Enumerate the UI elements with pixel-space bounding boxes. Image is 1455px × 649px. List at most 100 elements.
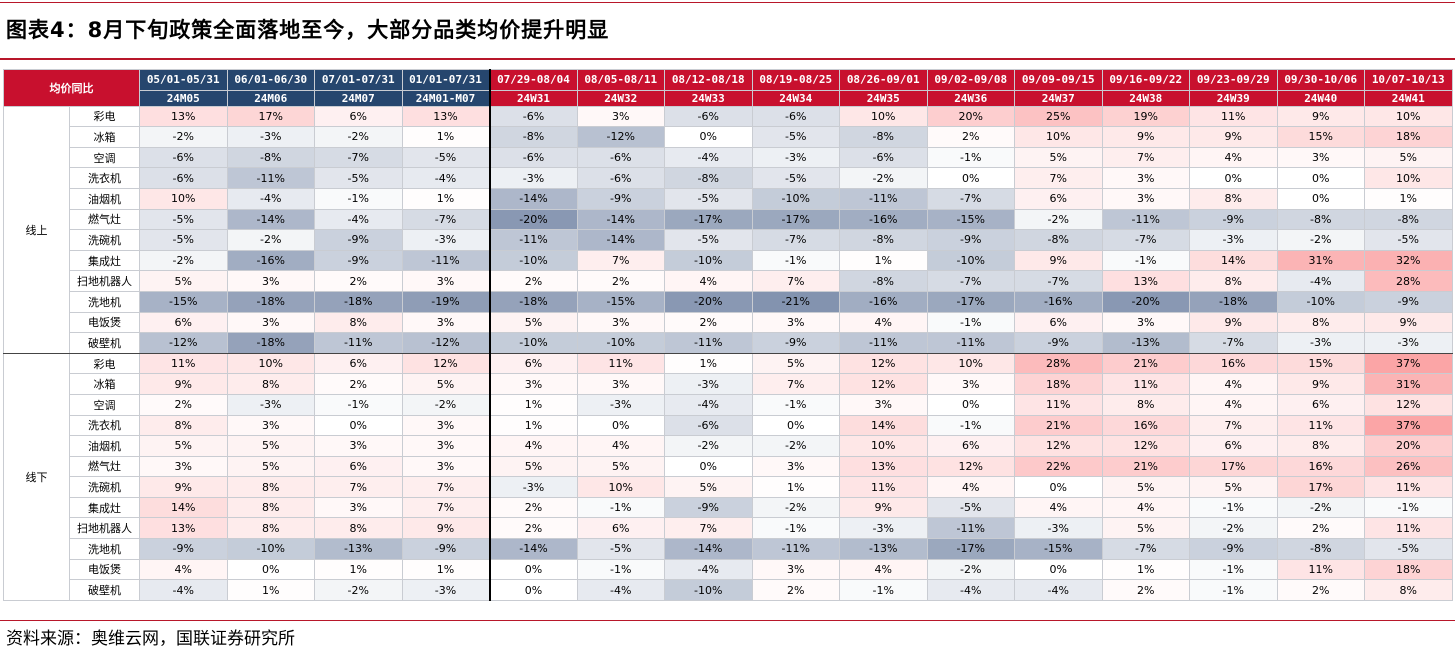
yoy-value-cell: -8% xyxy=(1276,208,1365,231)
yoy-value-cell: 0% xyxy=(489,579,578,601)
period-range-header: 10/07-10/13 xyxy=(1364,69,1453,91)
yoy-value-cell: -3% xyxy=(401,579,491,601)
source-note: 资料来源：奥维云网，国联证券研究所 xyxy=(6,629,295,649)
table-row: 扫地机器人 13% 8% 8% 9% 2% 6% 7% -1% -3% -11% -3% 5% -2% 2%… xyxy=(4,517,1453,540)
yoy-value-cell: 15% xyxy=(1276,126,1365,148)
table-row: 线下 彩电 11% 10% 6% 12% 6% 11% 1% 5% 12% 10% 28% 21% 16% 1… xyxy=(3,352,1453,601)
table-row: 洗碗机 -5% -2% -9% -3% -11% -14% -5% -7% -8% -9% -8% -7… xyxy=(4,229,1453,251)
yoy-value-cell: -3% xyxy=(751,146,840,169)
yoy-value-cell: -6% xyxy=(139,146,228,169)
yoy-value-cell: 18% xyxy=(1364,558,1453,581)
yoy-value-cell: 1% xyxy=(1101,558,1190,581)
category-label: 油烟机 xyxy=(69,187,140,210)
yoy-value-cell: 12% xyxy=(926,455,1015,478)
yoy-value-cell: 3% xyxy=(1101,311,1190,334)
yoy-value-cell: 37% xyxy=(1364,414,1453,437)
yoy-value-cell: -3% xyxy=(489,476,578,498)
yoy-value-cell: -11% xyxy=(401,249,491,272)
yoy-value-cell: 4% xyxy=(839,558,928,581)
yoy-value-cell: -12% xyxy=(576,126,665,148)
period-code-header: 24W36 xyxy=(926,89,1015,107)
yoy-value-cell: -7% xyxy=(401,208,491,231)
yoy-value-cell: 3% xyxy=(751,311,840,334)
yoy-value-cell: -9% xyxy=(926,229,1015,251)
yoy-value-cell: -18% xyxy=(226,290,315,313)
yoy-value-cell: 18% xyxy=(1014,373,1103,395)
yoy-value-cell: 6% xyxy=(926,435,1015,457)
yoy-value-cell: -2% xyxy=(926,558,1015,581)
channel-label: 线下 xyxy=(3,352,70,601)
table-row: 洗地机 -15% -18% -18% -19% -18% -15% -20% -21% -16% -… xyxy=(4,290,1453,313)
period-range-header: 09/02-09/08 xyxy=(926,69,1015,91)
yoy-value-cell: 2% xyxy=(926,126,1015,148)
yoy-value-cell: -8% xyxy=(226,146,315,169)
yoy-value-cell: 16% xyxy=(1189,352,1278,375)
yoy-value-cell: 0% xyxy=(1189,167,1278,189)
yoy-value-cell: 5% xyxy=(139,435,228,457)
yoy-value-cell: 2% xyxy=(314,373,403,395)
yoy-value-cell: -5% xyxy=(314,167,403,189)
yoy-value-cell: -3% xyxy=(226,126,315,148)
yoy-value-cell: -3% xyxy=(1014,517,1103,540)
yoy-value-cell: 3% xyxy=(576,373,665,395)
yoy-value-cell: 2% xyxy=(139,393,228,416)
yoy-value-cell: -9% xyxy=(1014,332,1103,354)
yoy-value-cell: 4% xyxy=(664,270,753,292)
yoy-value-cell: 3% xyxy=(926,373,1015,395)
yoy-value-cell: -10% xyxy=(226,538,315,560)
period-range-header: 01/01-07/31 xyxy=(401,69,491,91)
yoy-value-cell: 17% xyxy=(1189,455,1278,478)
yoy-value-cell: 17% xyxy=(226,105,315,128)
yoy-value-cell: 8% xyxy=(314,517,403,540)
yoy-value-cell: -11% xyxy=(1101,208,1190,231)
yoy-value-cell: 3% xyxy=(314,496,403,519)
category-label: 冰箱 xyxy=(69,373,140,395)
yoy-value-cell: -1% xyxy=(926,414,1015,437)
category-label: 燃气灶 xyxy=(69,455,140,478)
period-code-header: 24W32 xyxy=(576,89,665,107)
yoy-value-cell: 22% xyxy=(1014,455,1103,478)
period-code-header: 24W37 xyxy=(1014,89,1103,107)
yoy-value-cell: 9% xyxy=(839,496,928,519)
yoy-value-cell: 0% xyxy=(314,414,403,437)
yoy-value-cell: 16% xyxy=(1276,455,1365,478)
yoy-value-cell: -6% xyxy=(576,146,665,169)
yoy-value-cell: 10% xyxy=(1364,167,1453,189)
category-label: 油烟机 xyxy=(69,435,140,457)
yoy-value-cell: 21% xyxy=(1014,414,1103,437)
yoy-value-cell: 5% xyxy=(664,476,753,498)
category-label: 彩电 xyxy=(69,352,140,375)
yoy-value-cell: 10% xyxy=(926,352,1015,375)
yoy-value-cell: 2% xyxy=(314,270,403,292)
yoy-value-cell: 13% xyxy=(139,517,228,540)
yoy-value-cell: 5% xyxy=(401,373,491,395)
period-range-header: 08/05-08/11 xyxy=(576,69,665,91)
period-range-header: 09/23-09/29 xyxy=(1189,69,1278,91)
yoy-value-cell: -3% xyxy=(226,393,315,416)
yoy-value-cell: 3% xyxy=(401,311,491,334)
yoy-value-cell: -8% xyxy=(1276,538,1365,560)
yoy-value-cell: -4% xyxy=(1276,270,1365,292)
yoy-value-cell: 9% xyxy=(1276,105,1365,128)
yoy-value-cell: -16% xyxy=(839,290,928,313)
yoy-value-cell: -7% xyxy=(1014,270,1103,292)
yoy-value-cell: 13% xyxy=(1101,270,1190,292)
table-row: 空调 -6% -8% -7% -5% -6% -6% -4% -3% -6% -1% 5% 7% 4% 3%… xyxy=(4,146,1453,169)
yoy-value-cell: -4% xyxy=(926,579,1015,601)
yoy-value-cell: -16% xyxy=(226,249,315,272)
yoy-value-cell: -9% xyxy=(1189,538,1278,560)
yoy-value-cell: -2% xyxy=(664,435,753,457)
yoy-value-cell: -3% xyxy=(1364,332,1453,354)
yoy-value-cell: 6% xyxy=(1014,311,1103,334)
yoy-value-cell: -15% xyxy=(1014,538,1103,560)
yoy-value-cell: -2% xyxy=(839,167,928,189)
category-label: 洗衣机 xyxy=(69,414,140,437)
yoy-value-cell: -4% xyxy=(226,187,315,210)
yoy-value-cell: 2% xyxy=(489,517,578,540)
table-row: 洗衣机 8% 3% 0% 3% 1% 0% -6% 0% 14% -1% 21% 16% 7% 11% 37% xyxy=(4,414,1453,437)
period-range-header: 06/01-06/30 xyxy=(226,69,315,91)
yoy-value-cell: 12% xyxy=(839,373,928,395)
yoy-value-cell: 21% xyxy=(1101,352,1190,375)
bottom-rule xyxy=(0,620,1455,621)
yoy-value-cell: 3% xyxy=(139,455,228,478)
